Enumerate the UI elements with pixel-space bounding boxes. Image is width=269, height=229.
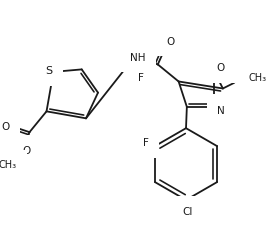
Text: N: N (217, 105, 225, 115)
Text: F: F (138, 72, 144, 82)
Text: O: O (2, 121, 10, 131)
Text: F: F (143, 138, 148, 148)
Text: O: O (166, 37, 174, 47)
Text: O: O (216, 63, 224, 73)
Text: CH₃: CH₃ (0, 160, 17, 169)
Text: NH: NH (130, 53, 146, 63)
Text: S: S (45, 66, 52, 76)
Text: O: O (23, 145, 31, 155)
Text: CH₃: CH₃ (248, 73, 267, 83)
Text: Cl: Cl (183, 207, 193, 216)
